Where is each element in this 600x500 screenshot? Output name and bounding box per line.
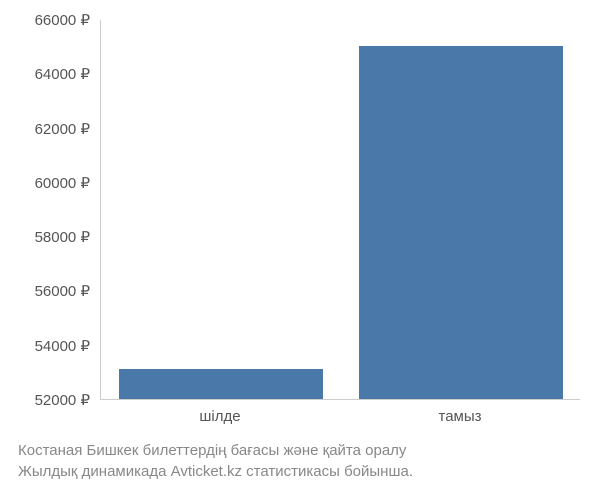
y-tick-label: 64000 ₽ [35, 65, 90, 83]
y-tick-label: 62000 ₽ [35, 120, 90, 138]
y-tick-label: 58000 ₽ [35, 228, 90, 246]
y-tick-label: 52000 ₽ [35, 391, 90, 409]
y-tick-label: 60000 ₽ [35, 174, 90, 192]
bar-1 [359, 46, 563, 399]
y-tick-label: 56000 ₽ [35, 282, 90, 300]
plot-area [100, 20, 580, 400]
chart-container: 52000 ₽ 54000 ₽ 56000 ₽ 58000 ₽ 60000 ₽ 62000… [0, 0, 600, 500]
y-tick-label: 66000 ₽ [35, 11, 90, 29]
caption-line-2: Жылдық динамикада Avticket.kz статистика… [18, 461, 413, 482]
chart-caption: Костаная Бишкек билеттердің бағасы және … [18, 440, 413, 482]
y-tick-label: 54000 ₽ [35, 337, 90, 355]
bar-0 [119, 369, 323, 399]
x-tick-label: тамыз [438, 408, 481, 425]
x-tick-label: шілде [199, 408, 240, 425]
caption-line-1: Костаная Бишкек билеттердің бағасы және … [18, 440, 413, 461]
